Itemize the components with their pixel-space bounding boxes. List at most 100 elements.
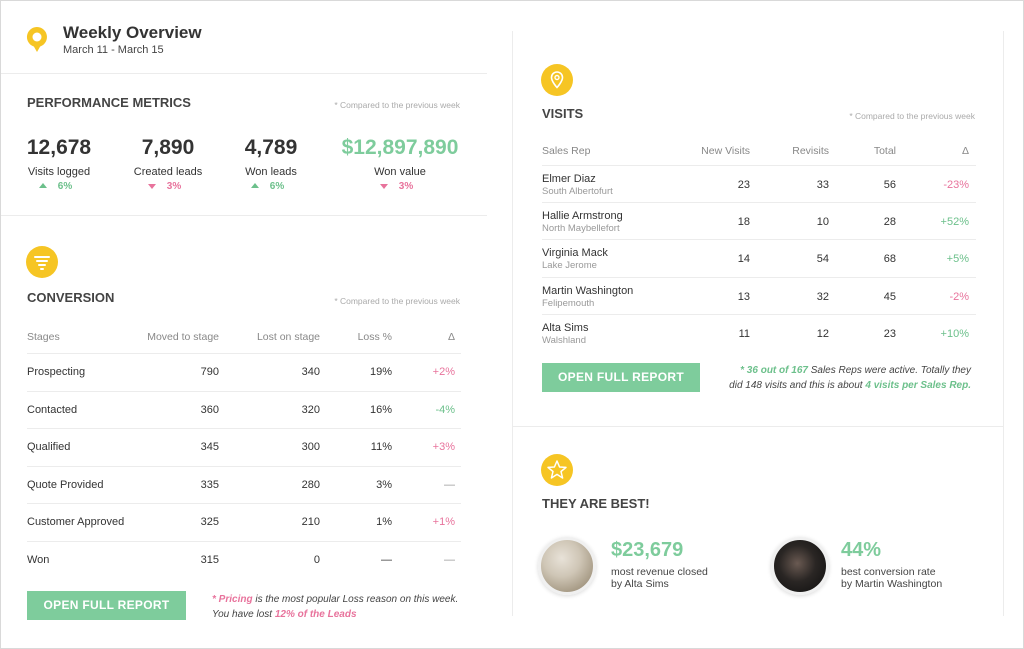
table-cell: 19%: [369, 366, 392, 378]
row-divider: [542, 276, 976, 278]
table-cell: 14: [737, 253, 750, 266]
row-divider: [542, 239, 976, 241]
column-header: Loss %: [357, 331, 392, 343]
table-cell: +3%: [432, 441, 455, 454]
stage-name: Contacted: [27, 403, 78, 416]
change-arrow: [148, 184, 156, 189]
table-cell: 16%: [369, 403, 392, 416]
table-cell: 210: [301, 516, 320, 529]
row-divider: [27, 503, 461, 505]
column-header: Δ: [447, 331, 455, 343]
row-divider: [542, 313, 976, 315]
rep-name: Elmer Diaz: [542, 173, 596, 185]
section-title: THEY ARE BEST!: [542, 496, 650, 511]
change-arrow: [380, 184, 388, 189]
table-cell: 3%: [376, 478, 392, 491]
best-caption: most revenue closed: [611, 566, 708, 578]
stage-name: Quote Provided: [27, 478, 104, 491]
table-cell: +10%: [940, 327, 969, 340]
column-header: Stages: [27, 331, 60, 343]
note: * Compared to the previous week: [334, 100, 460, 110]
report-button[interactable]: OPEN FULL REPORT: [27, 591, 186, 620]
column-header: New Visits: [701, 145, 750, 157]
footnote: * 36 out of 167 Sales Reps were active. …: [729, 363, 971, 393]
table-cell: -4%: [435, 403, 455, 416]
best-value: $23,679: [611, 539, 684, 561]
footnote-emphasis: * 36 out of 167: [740, 365, 808, 376]
table-cell: 315: [200, 554, 219, 566]
column-header: Sales Rep: [542, 145, 591, 157]
table-cell: 33: [816, 179, 829, 191]
table-cell: +52%: [940, 216, 969, 229]
table-cell: -2%: [949, 290, 969, 303]
row-divider: [27, 353, 461, 354]
table-cell: 32: [816, 290, 829, 303]
table-cell: 300: [301, 441, 320, 454]
stage-name: Won: [27, 554, 50, 566]
best-icon: [541, 454, 573, 486]
section-title: CONVERSION: [27, 290, 115, 305]
divider: [1, 73, 487, 74]
metric-label: Visits logged: [27, 166, 91, 178]
table-cell: 56: [883, 179, 896, 191]
row-divider: [542, 202, 976, 204]
change-arrow: [39, 183, 47, 188]
column-header: Total: [873, 145, 896, 157]
row-divider: [27, 390, 461, 392]
table-cell: —: [444, 554, 455, 566]
stage-name: Qualified: [27, 441, 71, 454]
stage-name: Prospecting: [27, 366, 86, 378]
change-arrow: [251, 183, 259, 188]
column-header: Moved to stage: [147, 331, 219, 343]
footnote-text: Sales Reps were active. Totally they did…: [729, 365, 971, 391]
footnote-text: is the most popular Loss reason on this …: [212, 594, 459, 620]
table-cell: 0: [313, 554, 320, 566]
column-header: Δ: [961, 145, 969, 157]
table-cell: 1%: [376, 516, 392, 529]
metric-label: Won leads: [245, 166, 297, 178]
metric-change: 3%: [398, 181, 414, 192]
best-caption: best conversion rate: [841, 566, 936, 578]
metric-value: $12,897,890: [341, 136, 459, 159]
table-cell: 280: [301, 478, 320, 491]
table-cell: 13: [737, 290, 750, 303]
rep-location: North Maybellefort: [542, 223, 620, 235]
table-cell: 345: [200, 441, 219, 454]
column-header: Lost on stage: [256, 331, 320, 343]
best-caption: by Martin Washington: [841, 578, 943, 590]
table-cell: 18: [737, 216, 750, 229]
table-cell: -23%: [943, 179, 969, 191]
table-cell: 45: [883, 290, 896, 303]
rep-name: Hallie Armstrong: [542, 210, 623, 223]
page-subtitle: March 11 - March 15: [63, 44, 164, 56]
note: * Compared to the previous week: [334, 296, 460, 306]
table-cell: 340: [301, 366, 320, 378]
rep-name: Alta Sims: [542, 321, 589, 334]
table-cell: 335: [200, 478, 219, 491]
row-divider: [27, 541, 461, 542]
rep-name: Martin Washington: [542, 284, 634, 297]
table-cell: 325: [200, 516, 219, 529]
rep-location: South Albertofurt: [542, 186, 613, 197]
note: * Compared to the previous week: [849, 111, 975, 121]
best-caption: by Alta Sims: [611, 578, 669, 590]
table-cell: 28: [883, 216, 896, 229]
table-cell: 23: [883, 327, 896, 340]
table-cell: 54: [816, 253, 829, 266]
table-cell: 23: [737, 179, 750, 191]
table-cell: +5%: [946, 253, 969, 266]
report-button[interactable]: OPEN FULL REPORT: [542, 363, 700, 392]
best-value: 44%: [841, 539, 882, 561]
table-cell: 790: [200, 366, 219, 378]
table-cell: 10: [816, 216, 829, 229]
footnote-emphasis: 12% of the Leads: [274, 609, 357, 620]
metric-value: 7,890: [141, 136, 195, 159]
metric-label: Won value: [374, 166, 426, 178]
table-cell: 11: [738, 327, 750, 340]
table-cell: 68: [883, 253, 896, 266]
section-title: VISITS: [542, 106, 584, 121]
table-cell: +2%: [432, 366, 455, 378]
metric-change: 6%: [57, 181, 73, 192]
column-header: Revisits: [792, 145, 829, 157]
